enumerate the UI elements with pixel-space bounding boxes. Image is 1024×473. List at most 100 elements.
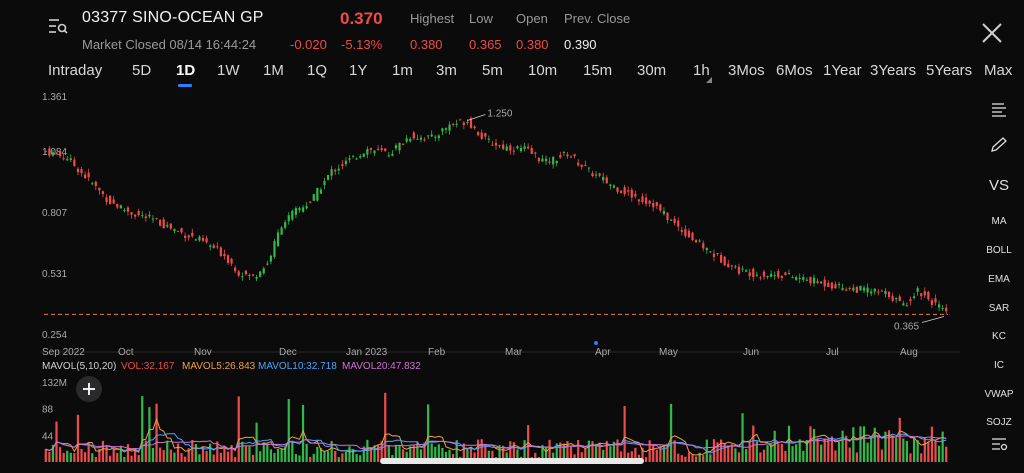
candle-body	[469, 118, 473, 128]
candle-body	[362, 153, 365, 157]
volume-bar	[351, 449, 355, 462]
volume-bar	[505, 452, 508, 462]
tab-30min[interactable]: 30m	[637, 62, 667, 79]
volume-bar	[823, 438, 826, 462]
volume-bar	[419, 449, 423, 462]
sidebar-item-ic[interactable]: IC	[994, 360, 1004, 371]
list-search-icon[interactable]	[46, 16, 70, 36]
volume-bar	[366, 439, 369, 462]
mavol20-line	[45, 435, 947, 452]
volume-bar	[144, 440, 147, 462]
candle-body	[423, 139, 426, 141]
tab-5d[interactable]: 5D	[132, 62, 152, 79]
candle-body	[770, 273, 773, 277]
candle-body	[719, 255, 723, 263]
tab-1w[interactable]: 1W	[217, 62, 240, 79]
volume-bar	[591, 441, 594, 462]
drawing-list-icon[interactable]	[974, 100, 1024, 118]
volume-bar	[920, 453, 923, 462]
tab-intraday[interactable]: Intraday	[48, 62, 103, 79]
candle-body	[326, 175, 330, 180]
tab-1min[interactable]: 1m	[392, 62, 413, 79]
timeline-scroll-handle[interactable]	[380, 458, 644, 464]
candle-body	[298, 208, 301, 211]
candle-body	[291, 210, 294, 220]
sidebar-item-sar[interactable]: SAR	[988, 303, 1010, 314]
candle-body	[787, 273, 791, 275]
settings-list-icon[interactable]	[974, 436, 1024, 452]
sidebar-item-vwap[interactable]: VWAP	[984, 389, 1014, 400]
candle-body	[398, 142, 401, 151]
candle-body	[219, 247, 222, 256]
tab-1d[interactable]: 1D	[176, 62, 196, 79]
volume-bar	[605, 440, 608, 462]
sidebar-item-vs[interactable]: VS	[988, 177, 1009, 194]
sidebar-item-sojz[interactable]: SOJZ	[986, 417, 1012, 425]
sidebar-item-ema[interactable]: EMA	[988, 274, 1010, 285]
tab-3years[interactable]: 3Years	[870, 62, 917, 79]
volume-bar	[348, 446, 351, 462]
candle-body	[519, 147, 523, 152]
mavol20-value: MAVOL20:47.832	[342, 361, 421, 372]
volume-bar	[116, 452, 119, 462]
volume-bar	[219, 452, 222, 462]
volume-bar	[916, 440, 919, 462]
volume-bar	[244, 445, 247, 462]
candle-body	[623, 187, 626, 195]
tab-max[interactable]: Max	[984, 62, 1013, 79]
candle-body	[226, 255, 230, 263]
tab-3min[interactable]: 3m	[436, 62, 457, 79]
tab-3mos[interactable]: 3Mos	[728, 62, 765, 79]
tab-6mos[interactable]: 6Mos	[776, 62, 813, 79]
candle-body	[580, 164, 583, 167]
sidebar-item-kc[interactable]: KC	[992, 331, 1006, 342]
volume-bar	[312, 453, 315, 462]
candle-body	[194, 239, 197, 241]
candle-body	[198, 236, 201, 241]
sidebar-item-boll[interactable]: BOLL	[986, 245, 1012, 256]
volume-bar	[684, 456, 687, 462]
volume-bar	[884, 431, 887, 462]
volume-bar	[444, 451, 448, 462]
tab-1m-month[interactable]: 1M	[263, 62, 284, 79]
volume-bar	[416, 442, 419, 462]
volume-bar	[58, 447, 62, 462]
tab-15min[interactable]: 15m	[583, 62, 613, 79]
tab-1y[interactable]: 1Y	[349, 62, 368, 79]
volume-bar	[230, 445, 233, 462]
volume-bar	[562, 443, 565, 462]
tab-5min[interactable]: 5m	[482, 62, 503, 79]
candle-body	[594, 174, 598, 176]
volume-bar	[266, 443, 269, 462]
sidebar-item-ma[interactable]: MA	[991, 216, 1007, 227]
volume-bar	[394, 444, 398, 462]
tab-1year[interactable]: 1Year	[823, 62, 862, 79]
add-indicator-button[interactable]	[76, 376, 102, 402]
volume-bar	[859, 426, 862, 462]
vol-value: VOL:32.167	[121, 361, 175, 372]
candle-body	[73, 159, 76, 167]
volume-bar	[166, 440, 169, 462]
candle-body	[587, 167, 591, 169]
candle-body	[805, 279, 808, 281]
price-chart[interactable]: 1.361 1.084 0.807 0.531 0.254 132M 88 44 Sep 202…	[0, 88, 972, 473]
pencil-icon[interactable]	[974, 136, 1024, 154]
candle-body	[323, 180, 326, 186]
close-icon[interactable]	[980, 21, 1004, 45]
candle-body	[773, 275, 776, 277]
candle-body	[491, 144, 494, 146]
volume-bar	[527, 425, 530, 462]
tab-1q[interactable]: 1Q	[307, 62, 328, 79]
price-change: -0.020	[290, 37, 327, 52]
tab-10min[interactable]: 10m	[528, 62, 558, 79]
candle-body	[473, 126, 476, 129]
volume-bar	[569, 446, 573, 462]
candle-body	[123, 210, 126, 212]
tab-1h[interactable]: 1h	[693, 62, 710, 79]
date-axis-tick: Apr	[595, 347, 611, 358]
tab-5years[interactable]: 5Years	[926, 62, 973, 79]
volume-bar	[802, 450, 805, 462]
candle-body	[316, 187, 319, 201]
volume-bar	[930, 426, 934, 462]
volume-bar	[698, 452, 701, 462]
